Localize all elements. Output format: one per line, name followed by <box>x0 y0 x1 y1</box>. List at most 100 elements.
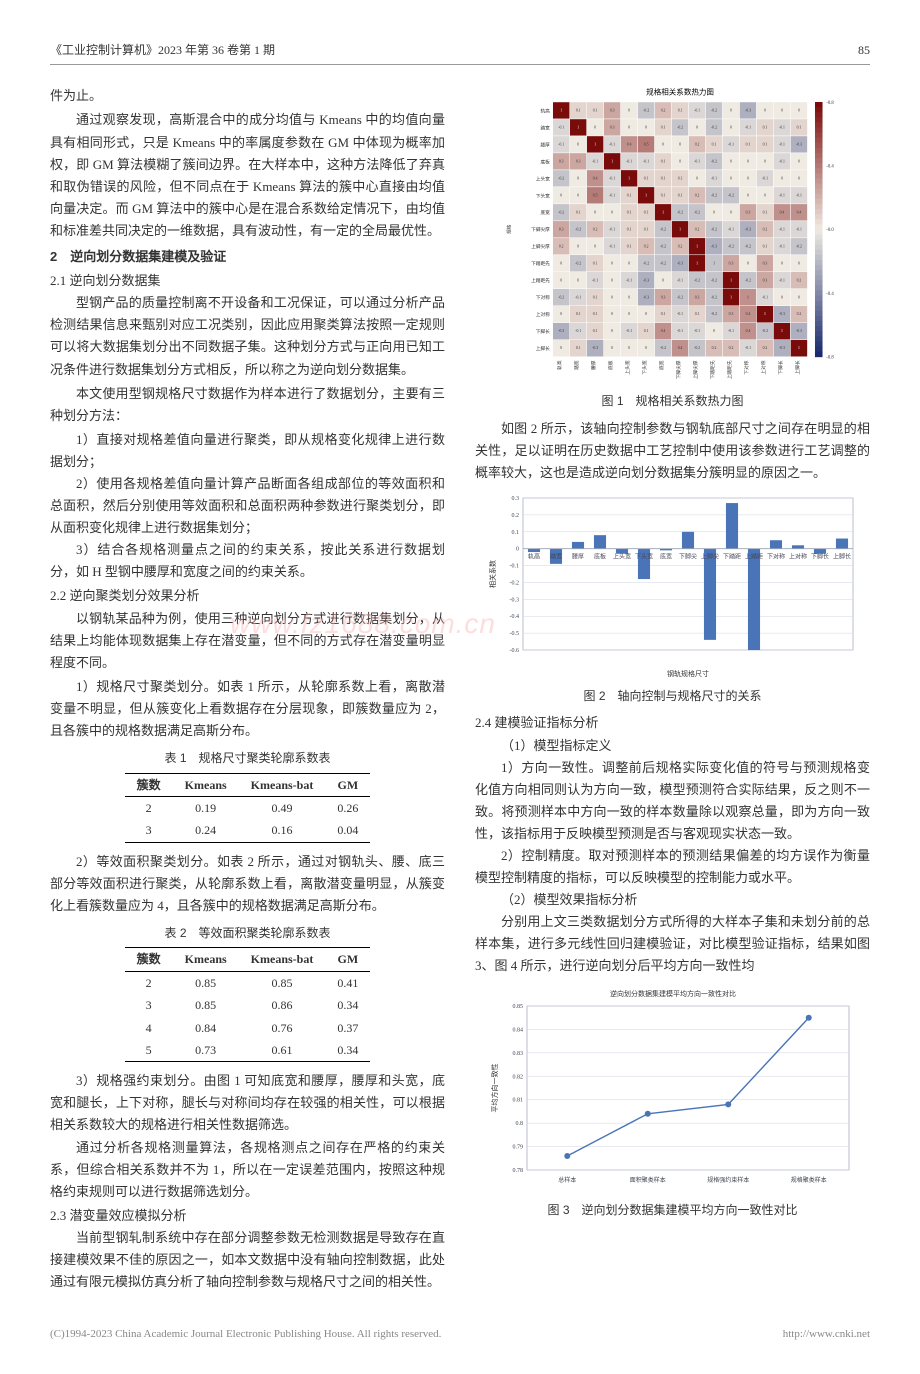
svg-text:底宽: 底宽 <box>540 210 550 217</box>
svg-text:0.2: 0.2 <box>558 245 563 249</box>
svg-text:-0.2: -0.2 <box>558 296 564 300</box>
section-2-heading: 2 逆向划分数据集建模及验证 <box>50 246 445 268</box>
svg-text:0: 0 <box>516 547 519 553</box>
svg-text:下头宽: 下头宽 <box>641 361 648 375</box>
svg-text:-0.1: -0.1 <box>778 194 784 198</box>
table-cell: 3 <box>125 994 173 1016</box>
svg-text:0.1: 0.1 <box>660 177 665 181</box>
svg-text:1: 1 <box>560 109 562 113</box>
svg-text:0.1: 0.1 <box>626 194 631 198</box>
svg-text:下头宽: 下头宽 <box>535 193 549 200</box>
svg-text:-0.1: -0.1 <box>694 109 700 113</box>
table-cell: 3 <box>125 819 173 842</box>
svg-text:0.3: 0.3 <box>575 160 580 164</box>
svg-text:底宽: 底宽 <box>658 361 665 371</box>
svg-text:-0.2: -0.2 <box>728 194 734 198</box>
svg-text:0: 0 <box>577 194 579 198</box>
svg-text:0: 0 <box>797 177 799 181</box>
list-item: 1）直接对规格差值向量进行聚类，即从规格变化规律上进行数据划分； <box>50 429 445 473</box>
svg-text:-0.3: -0.3 <box>509 597 519 603</box>
svg-text:0: 0 <box>594 126 596 130</box>
svg-text:-0.2: -0.2 <box>761 330 767 334</box>
table-row: 40.840.760.37 <box>125 1017 371 1039</box>
svg-text:-0.3: -0.3 <box>745 228 751 232</box>
svg-text:0.1: 0.1 <box>643 330 648 334</box>
svg-text:0.4: 0.4 <box>660 330 665 334</box>
list-item: 3）规格强约束划分。由图 1 可知底宽和腰厚，腰厚和头宽，底宽和腿长，上下对称，… <box>50 1070 445 1136</box>
right-column: 规格相关系数热力图10.10.10.30-0.20.20.1-0.1-0.20-… <box>475 85 870 1295</box>
svg-text:1: 1 <box>797 347 799 351</box>
svg-text:0.3: 0.3 <box>728 262 733 266</box>
svg-text:-0.1: -0.1 <box>778 126 784 130</box>
table-header-cell: Kmeans-bat <box>239 773 326 796</box>
svg-text:-0.1: -0.1 <box>677 330 683 334</box>
svg-text:-0.2: -0.2 <box>711 109 717 113</box>
two-column-layout: 件为止。 通过观察发现，高斯混合中的成分均值与 Kmeans 中的均值向量具有相… <box>50 85 870 1295</box>
svg-text:0.1: 0.1 <box>643 211 648 215</box>
svg-text:0.1: 0.1 <box>592 262 597 266</box>
svg-text:下踏距先: 下踏距先 <box>709 361 716 380</box>
footer-copyright: (C)1994-2023 China Academic Journal Elec… <box>50 1325 441 1344</box>
svg-text:0.8: 0.8 <box>515 1121 523 1127</box>
svg-text:0.1: 0.1 <box>575 313 580 317</box>
svg-text:-0.3: -0.3 <box>795 330 801 334</box>
svg-text:-0.8: -0.8 <box>826 356 834 361</box>
svg-text:上脚尖: 上脚尖 <box>700 553 718 561</box>
svg-text:-0.1: -0.1 <box>558 126 564 130</box>
svg-text:-0.2: -0.2 <box>558 211 564 215</box>
svg-text:0.1: 0.1 <box>694 313 699 317</box>
svg-text:腰厚: 腰厚 <box>571 554 583 561</box>
svg-text:0.4: 0.4 <box>677 347 682 351</box>
svg-text:0: 0 <box>764 160 766 164</box>
svg-text:-0.5: -0.5 <box>509 631 519 637</box>
svg-text:底板: 底板 <box>607 361 614 371</box>
table-cell: 0.24 <box>173 819 239 842</box>
para: 以钢轨某品种为例，使用三种逆向划分方式进行数据集划分，从结果上均能体现数据集上存… <box>50 608 445 674</box>
svg-text:1: 1 <box>747 296 749 300</box>
para: 分别用上文三类数据划分方式所得的大样本子集和未划分前的总样本集，进行多元线性回归… <box>475 911 870 977</box>
svg-text:-0.3: -0.3 <box>592 347 598 351</box>
svg-text:0.1: 0.1 <box>643 228 648 232</box>
svg-text:0: 0 <box>713 211 715 215</box>
svg-text:1: 1 <box>730 296 732 300</box>
svg-text:-0.8: -0.8 <box>826 101 834 106</box>
figure-2-caption: 图 2 轴向控制与规格尺寸的关系 <box>475 686 870 706</box>
list-item: 2）等效面积聚类划分。如表 2 所示，通过对钢轨头、腰、底三部分等效面积进行聚类… <box>50 851 445 917</box>
table-cell: 0.61 <box>239 1039 326 1062</box>
svg-text:0.1: 0.1 <box>677 194 682 198</box>
page-number: 85 <box>858 40 870 60</box>
svg-text:轨高: 轨高 <box>540 108 550 115</box>
svg-text:0.1: 0.1 <box>762 245 767 249</box>
svg-text:-0.4: -0.4 <box>826 292 834 297</box>
svg-text:-0.2: -0.2 <box>711 296 717 300</box>
svg-text:0.2: 0.2 <box>592 228 597 232</box>
svg-text:0.1: 0.1 <box>626 245 631 249</box>
svg-text:0: 0 <box>696 126 698 130</box>
svg-text:0: 0 <box>611 330 613 334</box>
svg-text:上脚长: 上脚长 <box>832 553 850 561</box>
svg-text:1: 1 <box>781 330 783 334</box>
svg-text:0.2: 0.2 <box>677 245 682 249</box>
svg-text:0.3: 0.3 <box>558 228 563 232</box>
svg-text:-0.1: -0.1 <box>728 330 734 334</box>
table-cell: 0.34 <box>325 994 370 1016</box>
svg-text:0.1: 0.1 <box>592 313 597 317</box>
svg-text:0: 0 <box>577 143 579 147</box>
table-header-cell: 簇数 <box>125 948 173 971</box>
svg-text:0: 0 <box>713 330 715 334</box>
svg-text:-0.2: -0.2 <box>677 126 683 130</box>
para: 型钢产品的质量控制离不开设备和工况保证，可以通过分析产品检测结果信息来甄别对应工… <box>50 292 445 380</box>
svg-text:0.4: 0.4 <box>592 177 597 181</box>
footer-url: http://www.cnki.net <box>783 1325 870 1344</box>
svg-text:-0.1: -0.1 <box>778 143 784 147</box>
svg-text:-0.2: -0.2 <box>660 347 666 351</box>
svg-text:0.1: 0.1 <box>592 296 597 300</box>
svg-text:-0.1: -0.1 <box>778 160 784 164</box>
svg-text:-0.3: -0.3 <box>711 245 717 249</box>
svg-text:上对称: 上对称 <box>788 553 806 561</box>
svg-text:-0.1: -0.1 <box>778 228 784 232</box>
svg-text:-0.3: -0.3 <box>677 262 683 266</box>
svg-text:-0.2: -0.2 <box>643 262 649 266</box>
figure-3-caption: 图 3 逆向划分数据集建模平均方向一致性对比 <box>475 1200 870 1220</box>
svg-text:腰厚: 腰厚 <box>591 361 597 371</box>
